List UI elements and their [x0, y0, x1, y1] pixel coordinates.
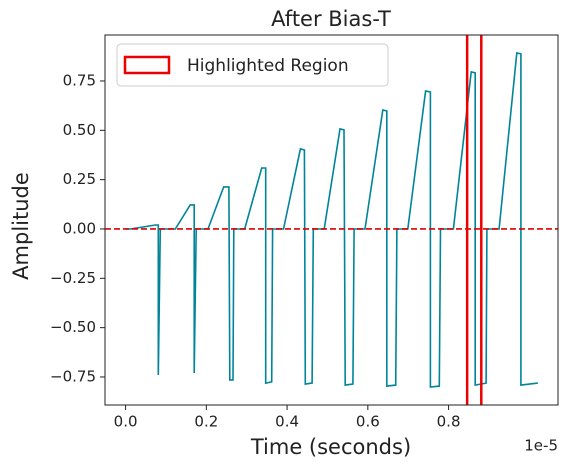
x-tick-label: 0.8: [437, 413, 461, 431]
y-tick-label: −0.75: [50, 367, 96, 385]
y-axis-label: Amplitude: [9, 172, 33, 280]
y-tick-label: 0.50: [63, 121, 96, 139]
legend-label: Highlighted Region: [187, 56, 349, 76]
legend-swatch: [123, 55, 171, 75]
y-tick-label: 0.75: [63, 71, 96, 89]
x-tick-label: 0.4: [275, 413, 299, 431]
legend-box: [116, 43, 389, 87]
x-axis-label: Time (seconds): [250, 435, 411, 459]
x-tick-label: 0.6: [356, 413, 380, 431]
x-offset-label: 1e-5: [524, 437, 558, 455]
signal-line: [125, 52, 538, 388]
y-tick-label: 0.00: [63, 219, 96, 237]
chart-title: After Bias-T: [271, 7, 391, 31]
x-tick-label: 0.0: [114, 413, 138, 431]
y-tick-label: −0.25: [50, 269, 96, 287]
y-tick-label: −0.50: [50, 318, 96, 336]
plot-frame: [104, 34, 559, 406]
y-tick-label: 0.25: [63, 170, 96, 188]
x-tick-label: 0.2: [194, 413, 218, 431]
